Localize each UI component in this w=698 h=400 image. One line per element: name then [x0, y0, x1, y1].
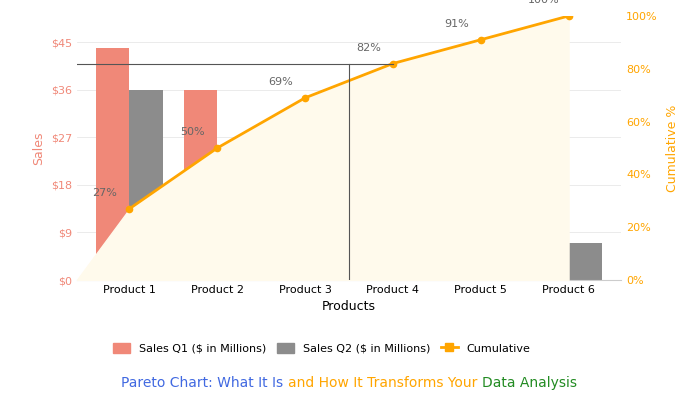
Bar: [359, 164, 393, 280]
Text: and How It Transforms Your: and How It Transforms Your: [288, 376, 482, 390]
Bar: [129, 90, 163, 280]
Bar: [305, 190, 339, 280]
X-axis label: Products: Products: [322, 300, 376, 314]
Text: 69%: 69%: [268, 77, 293, 87]
Bar: [393, 217, 426, 280]
Bar: [569, 243, 602, 280]
Text: 91%: 91%: [444, 19, 468, 29]
Text: Pareto Chart: What It Is: Pareto Chart: What It Is: [121, 376, 288, 390]
Legend: Sales Q1 ($ in Millions), Sales Q2 ($ in Millions), Cumulative: Sales Q1 ($ in Millions), Sales Q2 ($ in…: [109, 338, 535, 358]
Text: Data Analysis: Data Analysis: [482, 376, 577, 390]
Bar: [447, 201, 481, 280]
Y-axis label: Cumulative %: Cumulative %: [666, 104, 679, 192]
Y-axis label: Sales: Sales: [32, 131, 45, 165]
Bar: [481, 232, 514, 280]
Text: 27%: 27%: [92, 188, 117, 198]
Bar: [96, 48, 129, 280]
Text: 100%: 100%: [528, 0, 560, 6]
Bar: [217, 158, 251, 280]
Bar: [535, 206, 569, 280]
Text: 50%: 50%: [180, 128, 205, 138]
Bar: [272, 122, 305, 280]
Bar: [184, 90, 217, 280]
Text: 82%: 82%: [356, 43, 380, 53]
